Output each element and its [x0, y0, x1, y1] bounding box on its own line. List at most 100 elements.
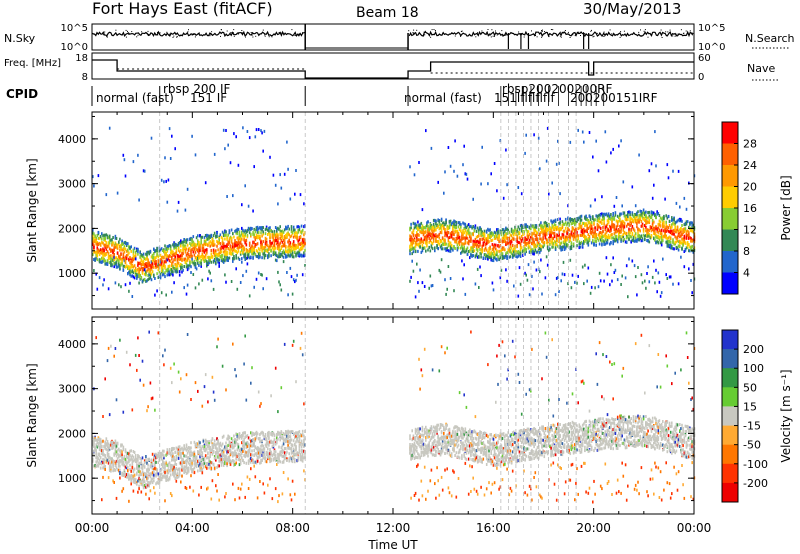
echo-cell: [487, 234, 489, 238]
echo-cell: [589, 217, 592, 221]
echo-cell: [432, 239, 435, 243]
echo-cell: [216, 240, 218, 243]
echo-cell: [667, 229, 670, 233]
echo-cell: [655, 240, 657, 244]
nsky-point: [638, 31, 640, 33]
echo-cell: [680, 241, 682, 245]
echo-cell: [120, 257, 122, 261]
echo-cell: [428, 240, 430, 244]
echo-cell: [160, 178, 163, 182]
echo-cell: [533, 260, 535, 264]
echo-cell: [464, 240, 467, 244]
echo-cell: [511, 237, 514, 240]
echo-cell: [99, 242, 102, 246]
echo-cell: [647, 238, 649, 242]
echo-cell: [421, 240, 424, 244]
echo-cell: [204, 259, 207, 262]
echo-cell: [585, 229, 587, 233]
nsky-point: [236, 33, 238, 35]
echo-cell: [185, 262, 188, 266]
echo-cell: [236, 229, 239, 233]
echo-cell: [143, 268, 146, 272]
echo-cell: [247, 250, 250, 254]
echo-cell: [116, 459, 119, 463]
echo-cell: [101, 241, 103, 244]
echo-cell: [108, 247, 111, 251]
nsky-point: [176, 36, 177, 38]
echo-cell: [432, 233, 435, 237]
echo-cell: [225, 230, 227, 234]
echo-cell: [250, 234, 252, 238]
echo-cell: [575, 235, 577, 239]
echo-cell: [426, 242, 428, 246]
echo-cell: [154, 261, 156, 264]
echo-cell: [421, 244, 424, 247]
echo-cell: [616, 214, 619, 218]
echo-cell: [544, 220, 547, 224]
echo-cell: [441, 242, 444, 246]
echo-cell: [292, 278, 295, 282]
echo-cell: [118, 264, 120, 268]
echo-cell: [598, 271, 601, 275]
echo-cell: [525, 223, 527, 227]
echo-cell: [218, 253, 220, 257]
echo-cell: [546, 126, 549, 130]
beam-label: Beam 18: [356, 5, 419, 21]
echo-cell: [658, 235, 661, 239]
echo-cell: [570, 245, 573, 248]
echo-cell: [148, 250, 150, 254]
echo-cell: [622, 212, 625, 216]
echo-cell: [599, 279, 602, 283]
echo-cell: [114, 242, 117, 246]
echo-cell: [508, 237, 511, 241]
echo-cell: [505, 226, 507, 230]
echo-cell: [93, 453, 95, 457]
echo-cell: [586, 224, 588, 228]
echo-cell: [92, 239, 94, 243]
echo-cell: [228, 237, 231, 241]
echo-cell: [412, 246, 415, 250]
echo-cell: [654, 226, 656, 230]
echo-cell: [297, 229, 299, 232]
echo-cell: [110, 465, 112, 469]
echo-cell: [516, 250, 518, 254]
echo-cell: [563, 239, 566, 243]
echo-cell: [607, 233, 610, 237]
echo-cell: [439, 230, 442, 234]
echo-cell: [466, 224, 469, 228]
echo-cell: [545, 228, 548, 232]
echo-cell: [686, 243, 689, 247]
echo-cell: [257, 255, 260, 259]
echo-cell: [296, 232, 298, 236]
echo-cell: [114, 256, 117, 260]
echo-cell: [640, 273, 643, 277]
nsky-point: [255, 35, 257, 37]
nsky-point: [209, 35, 211, 37]
echo-cell: [596, 215, 599, 218]
echo-cell: [97, 243, 100, 246]
echo-cell: [421, 231, 424, 235]
echo-cell: [577, 227, 579, 231]
echo-cell: [685, 232, 688, 236]
echo-cell: [574, 280, 576, 284]
echo-cell: [628, 230, 630, 234]
echo-cell: [474, 237, 477, 241]
echo-cell: [431, 247, 434, 251]
echo-cell: [194, 243, 197, 247]
echo-cell: [633, 234, 636, 238]
echo-cell: [128, 270, 130, 274]
echo-cell: [469, 235, 471, 239]
echo-cell: [114, 442, 117, 446]
echo-cell: [472, 225, 474, 228]
echo-cell: [227, 259, 229, 262]
nsky-point: [623, 30, 625, 32]
nsky-point: [137, 34, 139, 36]
echo-cell: [206, 249, 208, 253]
echo-cell: [251, 244, 253, 248]
echo-cell: [660, 243, 663, 247]
echo-cell: [93, 248, 95, 252]
nsky-point: [424, 30, 426, 32]
echo-cell: [199, 234, 201, 238]
echo-cell: [295, 169, 297, 172]
echo-cell: [268, 254, 270, 258]
